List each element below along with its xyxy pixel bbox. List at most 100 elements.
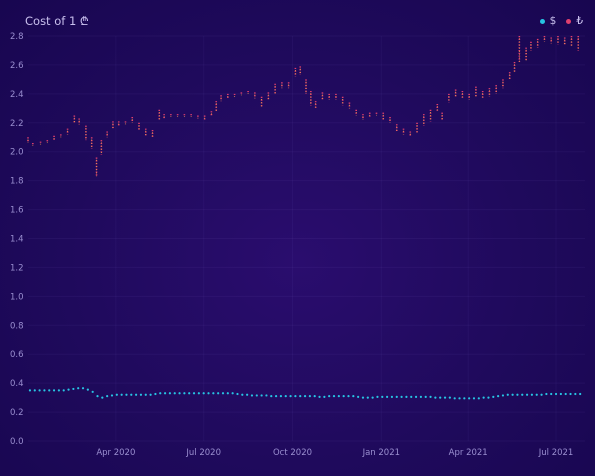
legend-label-try: ₺: [576, 15, 583, 27]
usd-point: [284, 395, 287, 398]
y-tick-label: 0.4: [10, 379, 24, 389]
y-tick-label: 2.0: [10, 148, 24, 158]
usd-point: [414, 395, 418, 398]
usd-point: [361, 396, 365, 399]
usd-point: [569, 392, 572, 396]
usd-point: [434, 396, 437, 399]
usd-point: [458, 397, 461, 400]
y-axis: 0.0 0.2 0.4 0.6 0.8 1.0 1.2 1.4 1.6 1.8 2.0 2.2 2.4 2…: [10, 32, 24, 447]
usd-point: [86, 388, 89, 391]
grid-layer: [28, 35, 585, 442]
usd-point: [125, 393, 128, 396]
usd-point: [221, 392, 225, 395]
usd-point: [217, 392, 220, 395]
usd-point: [294, 395, 297, 398]
usd-point: [303, 395, 307, 398]
legend-label-usd: $: [549, 15, 557, 27]
y-tick-label: 1.2: [10, 263, 24, 273]
usd-point: [231, 392, 234, 395]
usd-point: [33, 389, 36, 392]
legend-swatch-usd: [539, 18, 545, 24]
usd-point: [487, 396, 490, 399]
usd-point: [72, 387, 75, 391]
usd-point: [188, 392, 191, 395]
usd-point: [477, 397, 480, 400]
legend-swatch-try: [566, 18, 572, 24]
y-tick-label: 0.2: [10, 408, 24, 418]
usd-point: [183, 392, 186, 395]
usd-point: [115, 393, 118, 396]
usd-point: [101, 396, 104, 399]
usd-point: [173, 392, 176, 395]
usd-point: [202, 392, 205, 395]
usd-point: [274, 395, 278, 398]
usd-point: [439, 396, 442, 399]
usd-point: [386, 395, 389, 398]
usd-point: [318, 395, 321, 398]
y-tick-label: 1.4: [10, 235, 24, 245]
usd-point: [226, 392, 229, 395]
usd-point: [52, 389, 56, 392]
usd-point: [265, 394, 268, 397]
usd-point: [197, 392, 200, 395]
usd-point: [81, 387, 85, 390]
usd-point: [289, 395, 292, 398]
usd-point: [163, 392, 167, 395]
usd-point: [342, 395, 345, 398]
usd-point: [323, 395, 326, 398]
usd-point: [77, 387, 80, 390]
y-tick-label: 0.8: [10, 321, 24, 331]
y-tick-label: 1.8: [10, 177, 24, 187]
usd-point: [550, 392, 553, 396]
legend-item-usd[interactable]: $: [539, 15, 557, 27]
usd-point: [497, 395, 500, 398]
usd-point: [492, 395, 495, 398]
usd-point: [371, 396, 374, 399]
legend-item-try[interactable]: ₺: [566, 15, 583, 27]
usd-point: [250, 394, 254, 397]
usd-point: [501, 394, 505, 397]
usd-point: [299, 395, 302, 398]
chart-title: Cost of 1 ₾: [25, 14, 89, 28]
legend: $ ₺: [539, 15, 583, 27]
x-axis: Apr 2020 Jul 2020 Oct 2020 Jan 2021 Apr 2021…: [96, 448, 573, 458]
y-tick-label: 1.0: [10, 292, 24, 302]
usd-point: [535, 393, 538, 396]
y-tick-label: 2.2: [10, 119, 24, 129]
usd-point: [236, 392, 239, 396]
usd-point: [381, 395, 384, 398]
usd-point: [530, 393, 534, 396]
usd-point: [357, 395, 360, 398]
usd-point: [192, 392, 196, 395]
usd-point: [279, 395, 283, 398]
usd-point: [395, 395, 398, 398]
usd-point: [400, 395, 403, 398]
usd-point: [424, 395, 427, 398]
usd-point: [168, 392, 172, 395]
series-usd: [28, 387, 582, 400]
usd-point: [144, 393, 147, 396]
usd-point: [579, 392, 582, 396]
usd-point: [453, 397, 456, 400]
usd-point: [554, 392, 558, 396]
usd-point: [472, 397, 476, 400]
y-tick-label: 0.6: [10, 350, 24, 360]
usd-point: [443, 396, 447, 399]
usd-point: [463, 397, 466, 400]
series-try: [27, 36, 580, 177]
usd-point: [110, 394, 114, 397]
usd-point: [135, 393, 138, 396]
usd-point: [540, 393, 543, 396]
usd-point: [366, 396, 369, 399]
usd-point: [57, 389, 60, 392]
usd-point: [178, 392, 181, 395]
x-tick-label: Jul 2021: [538, 448, 574, 458]
x-tick-label: Apr 2021: [449, 448, 488, 458]
usd-point: [390, 395, 394, 398]
usd-point: [106, 395, 109, 398]
usd-point: [516, 393, 519, 396]
x-tick-label: Jan 2021: [362, 448, 400, 458]
usd-point: [405, 395, 408, 398]
